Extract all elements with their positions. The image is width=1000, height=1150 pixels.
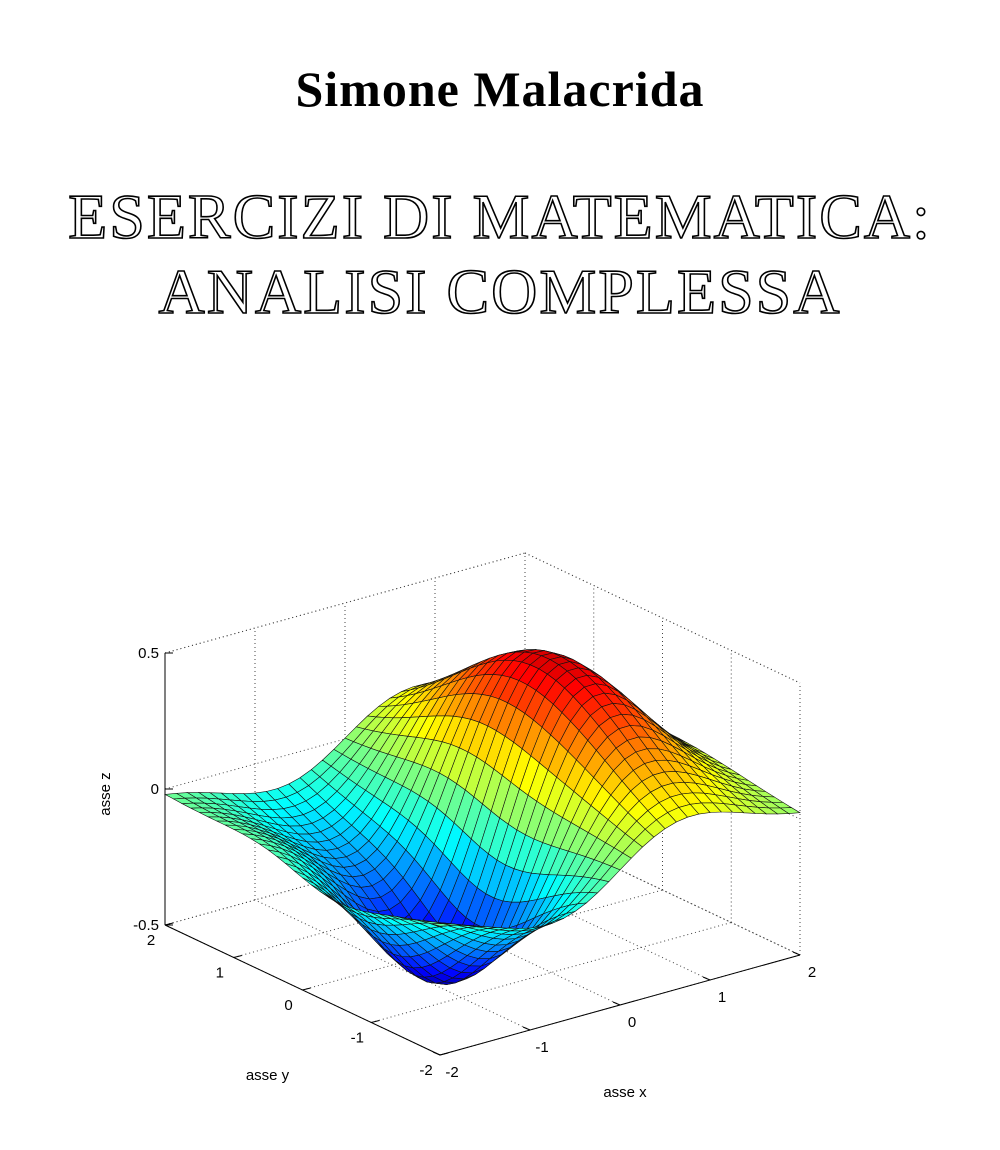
x-axis-label: asse x	[603, 1084, 647, 1101]
x-tick-label: -1	[535, 1039, 548, 1056]
z-axis-label: asse z	[97, 772, 114, 815]
x-tick-label: 1	[718, 989, 726, 1006]
tick-mark	[439, 1052, 449, 1056]
y-tick-label: 2	[147, 932, 155, 949]
y-tick-label: -1	[351, 1030, 364, 1047]
grid-line	[254, 899, 531, 1031]
x-tick-label: -2	[445, 1064, 458, 1081]
y-tick-label: -2	[419, 1062, 432, 1079]
tick-mark	[612, 1001, 621, 1006]
tick-mark	[164, 922, 174, 926]
tick-mark	[522, 1026, 531, 1031]
author: Simone Malacrida	[295, 61, 705, 117]
tick-mark	[792, 951, 801, 956]
tick-mark	[371, 1020, 380, 1023]
title-line: ANALISI COMPLESSA	[158, 255, 842, 328]
z-tick-label: 0	[151, 781, 159, 798]
z-tick-label: -0.5	[133, 917, 159, 934]
z-tick-label: 0.5	[138, 645, 159, 662]
grid-line	[524, 552, 801, 684]
x-tick-label: 0	[628, 1014, 636, 1031]
grid-line	[524, 824, 801, 956]
title-line: ESERCIZI DI MATEMATICA:	[67, 180, 932, 253]
tick-mark	[432, 1051, 441, 1056]
y-axis-label: asse y	[246, 1067, 290, 1084]
x-tick-label: 2	[808, 964, 816, 981]
tick-mark	[702, 976, 711, 981]
tick-mark	[302, 987, 311, 991]
surface-patch	[431, 923, 452, 927]
y-tick-label: 0	[284, 997, 292, 1014]
tick-mark	[233, 955, 242, 958]
y-tick-label: 1	[216, 965, 224, 982]
